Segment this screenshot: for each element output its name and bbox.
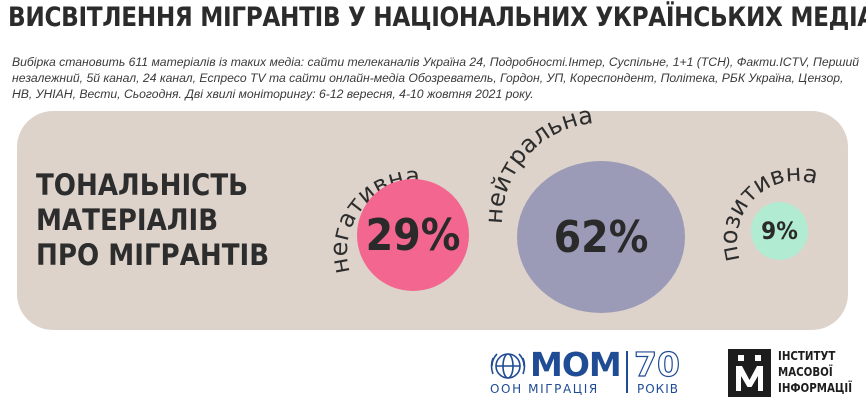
heading-line: ТОНАЛЬНІСТЬ [36, 168, 249, 202]
heading-line: МАТЕРІАЛІВ [36, 203, 219, 237]
un-emblem-icon [490, 353, 526, 379]
imi-emblem-icon [728, 349, 771, 397]
iom-logo: МОМ ООН МІГРАЦІЯ 70 РОКІВ [488, 344, 688, 397]
iom-divider [626, 351, 628, 393]
panel-heading: ТОНАЛЬНІСТЬ МАТЕРІАЛІВ ПРО МІГРАНТІВ [36, 168, 269, 273]
heading-line: ПРО МІГРАНТІВ [36, 238, 270, 272]
neutral-value: 62% [553, 211, 649, 263]
iom-subtitle: ООН МІГРАЦІЯ [490, 382, 599, 396]
positive-bubble: 9% [751, 202, 808, 260]
iom-wordmark: МОМ [530, 345, 622, 384]
negative-bubble: 29% [357, 179, 469, 291]
iom-anniversary: 70 [633, 344, 680, 384]
imi-logo: ІНСТИТУТ МАСОВОЇ ІНФОРМАЦІЇ [728, 347, 862, 401]
iom-years: РОКІВ [637, 382, 679, 396]
neutral-bubble: 62% [517, 161, 685, 313]
imi-line: ІНФОРМАЦІЇ [778, 380, 853, 395]
imi-line: ІНСТИТУТ [778, 348, 836, 363]
page-title: ВИСВІТЛЕННЯ МІГРАНТІВ У НАЦІОНАЛЬНИХ УКР… [8, 2, 866, 33]
imi-line: МАСОВОЇ [778, 364, 833, 379]
sample-description: Вибірка становить 611 матеріалів із таки… [12, 55, 860, 101]
imi-name: ІНСТИТУТ МАСОВОЇ ІНФОРМАЦІЇ [778, 348, 852, 396]
positive-value: 9% [761, 217, 798, 245]
negative-value: 29% [365, 209, 461, 261]
